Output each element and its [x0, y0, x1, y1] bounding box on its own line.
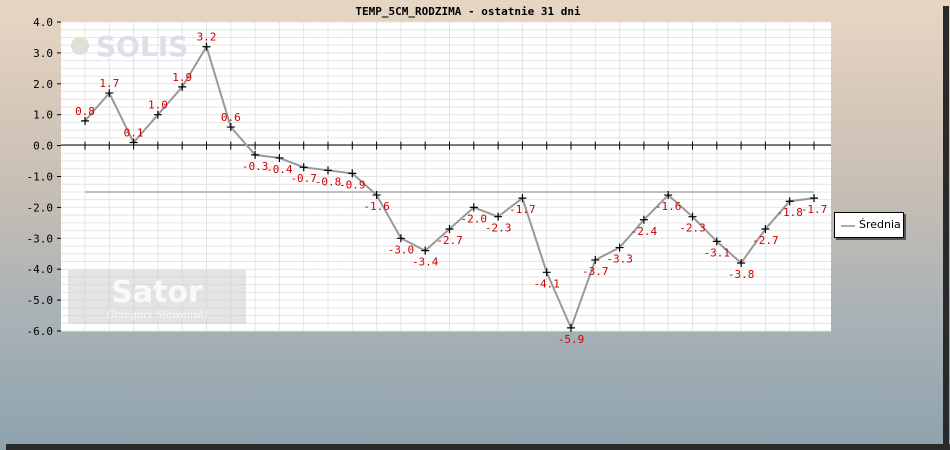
watermarks: SOLIS Sator Grzegorz Sławoński	[68, 30, 246, 324]
data-point-marker	[542, 268, 551, 277]
data-label: 1.9	[172, 71, 192, 84]
data-point-marker	[567, 323, 575, 332]
data-label: -1.7	[801, 203, 828, 216]
data-point-marker	[712, 237, 721, 246]
solis-watermark: SOLIS	[96, 30, 188, 63]
y-tick-label: -2.0	[27, 201, 54, 214]
data-label: -5.9	[558, 333, 585, 346]
data-point-marker	[324, 166, 332, 175]
data-point-marker	[810, 194, 818, 203]
data-point-marker	[615, 243, 624, 252]
data-point-marker	[785, 197, 794, 206]
frame-shadow-right	[943, 6, 949, 450]
data-point-marker	[518, 194, 527, 203]
data-point-marker	[494, 212, 503, 221]
data-label: 3.2	[197, 31, 217, 44]
legend-label-srednia: Średnia	[859, 218, 901, 231]
data-point-marker	[202, 42, 211, 51]
data-label: -3.8	[728, 268, 755, 281]
data-point-marker	[299, 163, 308, 172]
data-label: -2.7	[752, 234, 779, 247]
legend-swatch	[841, 225, 855, 227]
series-markers	[81, 42, 818, 332]
data-point-marker	[178, 82, 187, 91]
grid-lines	[61, 21, 831, 332]
data-label: 0.1	[124, 127, 144, 140]
data-point-marker	[396, 234, 405, 243]
y-tick-label: -5.0	[27, 294, 54, 307]
y-tick-label: 0.0	[33, 140, 53, 153]
data-label: -2.3	[679, 222, 706, 235]
data-label: -4.1	[533, 277, 560, 290]
data-label: -1.7	[509, 203, 536, 216]
data-label: 1.7	[99, 77, 119, 90]
y-tick-label: -6.0	[27, 325, 54, 338]
data-label: -1.6	[655, 200, 682, 213]
data-point-marker	[688, 212, 697, 221]
data-point-marker	[445, 225, 454, 234]
data-point-marker	[348, 169, 357, 178]
data-point-marker	[639, 215, 648, 224]
data-labels: 0.8 1.7 0.1 1.0 1.9 3.2 0.6 -0.3-0.4-0.7-0.8-0.…	[75, 31, 827, 346]
y-tick-label: 1.0	[33, 109, 53, 122]
y-axis-ticks: 4.0 3.0 2.0 1.0 0.0 -1.0 -2.0 -3.0 -4.0 -5.0 -6.0	[27, 16, 61, 338]
y-tick-label: -3.0	[27, 232, 54, 245]
sator-watermark: Sator	[111, 275, 203, 310]
data-label: -3.7	[582, 265, 609, 278]
data-point-marker	[105, 89, 114, 98]
data-label: 1.0	[148, 99, 168, 112]
data-label: -1.6	[363, 200, 390, 213]
data-point-marker	[275, 153, 284, 162]
data-label: -3.3	[606, 253, 633, 266]
y-tick-label: -4.0	[27, 263, 54, 276]
data-label: -0.8	[315, 175, 342, 188]
data-label: -1.8	[776, 206, 803, 219]
solis-logo-icon: SOLIS	[71, 30, 188, 63]
data-label: -3.4	[412, 256, 439, 269]
data-label: 0.8	[75, 105, 95, 118]
data-point-marker	[421, 246, 430, 255]
data-label: -2.4	[631, 225, 658, 238]
data-label: -0.7	[290, 172, 317, 185]
frame-shadow-bottom	[6, 444, 950, 450]
data-label: -3.1	[704, 246, 731, 259]
sator-watermark-box	[68, 270, 246, 324]
x-axis-ticks	[84, 141, 815, 150]
y-tick-label: -1.0	[27, 171, 54, 184]
y-tick-label: 4.0	[33, 16, 53, 29]
data-point-marker	[372, 191, 381, 200]
data-point-marker	[129, 138, 138, 147]
data-point-marker	[737, 259, 746, 268]
data-point-marker	[664, 191, 673, 200]
data-point-marker	[591, 255, 600, 264]
data-point-marker	[469, 203, 478, 212]
legend: Średnia	[834, 212, 904, 238]
data-label: -0.3	[242, 160, 269, 173]
data-label: 0.6	[221, 111, 241, 124]
data-label: -0.4	[266, 163, 293, 176]
data-point-marker	[81, 116, 89, 125]
data-label: -3.0	[388, 243, 415, 256]
data-point-marker	[251, 150, 260, 159]
chart-title: TEMP_5CM_RODZIMA - ostatnie 31 dni	[355, 5, 581, 18]
data-label: -2.7	[436, 234, 463, 247]
data-point-marker	[226, 123, 235, 132]
data-point-marker	[761, 225, 770, 234]
data-point-marker	[153, 110, 162, 119]
data-label: -2.0	[461, 212, 488, 225]
y-tick-label: 3.0	[33, 47, 53, 60]
sator-watermark-sub: Grzegorz Sławoński	[106, 310, 207, 321]
y-tick-label: 2.0	[33, 78, 53, 91]
data-label: -0.9	[339, 178, 366, 191]
data-label: -2.3	[485, 222, 512, 235]
